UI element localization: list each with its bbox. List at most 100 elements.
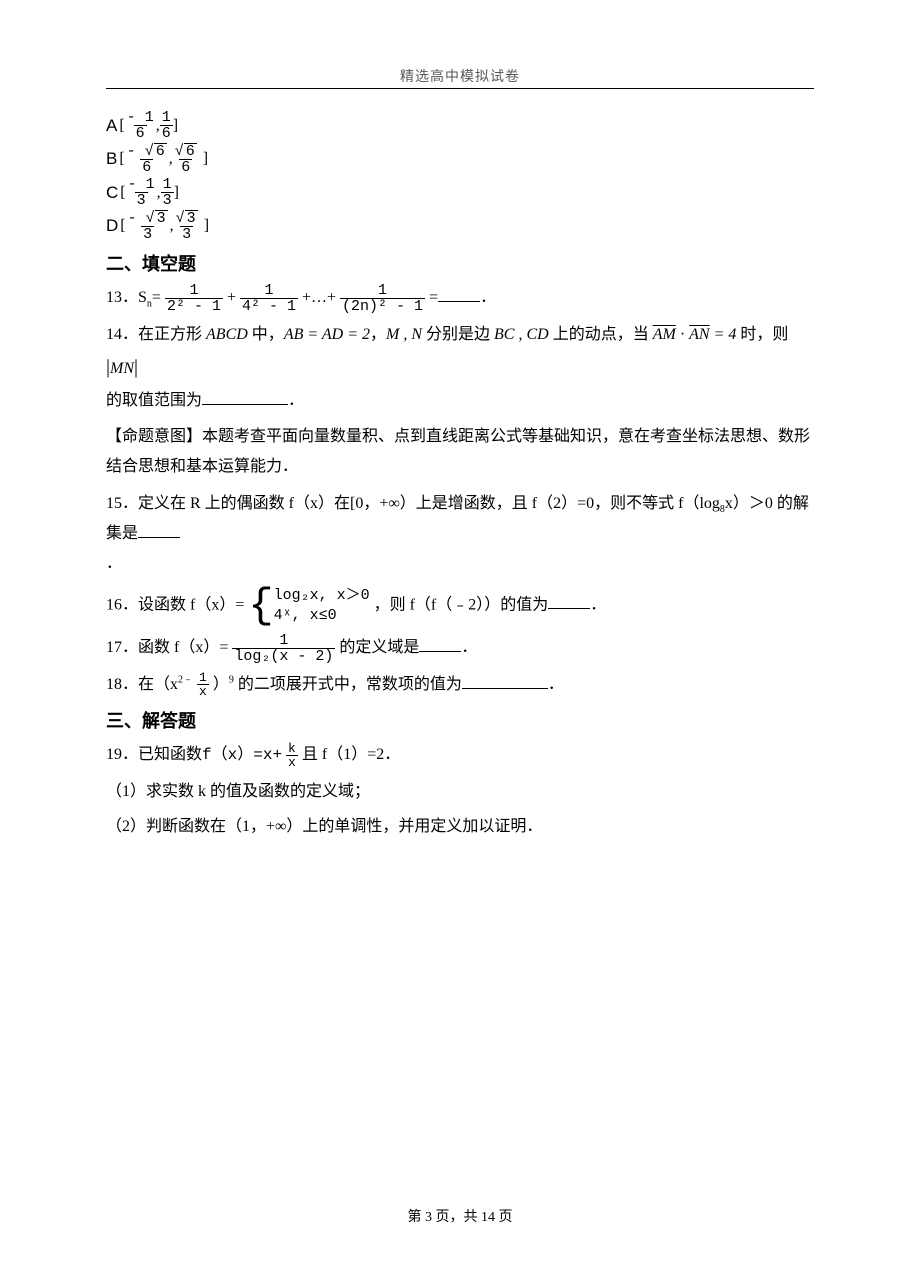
numerator: 1	[187, 283, 200, 298]
fraction-neg: - √3 3	[126, 210, 170, 242]
numerator: 1	[376, 283, 389, 298]
option-label: B	[106, 145, 117, 172]
t: 的定义域是	[339, 639, 419, 656]
fraction: 1 log₂(x - 2)	[232, 633, 335, 664]
denominator: 4² - 1	[240, 298, 298, 314]
mn: M , N	[386, 326, 422, 343]
fraction: 1 x	[197, 671, 209, 698]
t: 16．设函数 f（x）=	[106, 596, 244, 613]
sqrt: √	[176, 210, 185, 227]
option-c: C [ - 1 3 , 1 3 ]	[106, 177, 816, 208]
numerator: 1	[197, 671, 209, 684]
option-label: D	[106, 212, 118, 239]
section-2-title: 二、填空题	[106, 250, 816, 279]
cases: log₂x, x＞0 4ˣ, x≤0	[274, 586, 370, 625]
t: 的二项展开式中，常数项的值为	[234, 676, 462, 693]
dots: +…+	[302, 289, 336, 306]
fx: f（x）	[202, 746, 253, 764]
answer-blank	[138, 523, 180, 538]
fraction-pos: 1 6	[160, 110, 173, 141]
bccd: BC , CD	[494, 326, 549, 343]
t: 时，则	[736, 326, 788, 343]
denominator: 3	[135, 192, 148, 208]
brace-icon: {	[248, 585, 273, 627]
denominator: x	[286, 755, 298, 769]
numerator: 3	[155, 210, 168, 226]
vec-am: AM	[653, 326, 676, 343]
denominator: 6	[134, 125, 147, 141]
denominator: 6	[179, 159, 192, 175]
bracket-close: ]	[173, 113, 178, 139]
period: ．	[106, 555, 122, 572]
eq2: =	[429, 289, 438, 306]
answer-blank	[419, 636, 461, 651]
t: 17．函数 f（x）=	[106, 639, 228, 656]
question-14-note: 【命题意图】本题考查平面向量数量积、点到直线距离公式等基础知识，意在考查坐标法思…	[106, 422, 816, 483]
numerator: 3	[185, 210, 198, 226]
t: ，	[370, 326, 386, 343]
period: ．	[288, 392, 304, 409]
footer-b: 页，共	[432, 1210, 481, 1225]
numerator: k	[286, 742, 298, 755]
mn2: MN	[110, 360, 134, 377]
running-header: 精选高中模拟试卷	[0, 66, 920, 86]
question-19-part1: （1）求实数 k 的值及函数的定义域；	[106, 777, 816, 807]
question-19: 19．已知函数f（x）=x+ k x 且 f（1）=2．	[106, 740, 816, 771]
neg-sign: -	[128, 210, 146, 227]
t: 的取值范围为	[106, 392, 202, 409]
fraction-neg: - √6 6	[125, 143, 169, 175]
fraction-pos: √3 3	[174, 210, 200, 242]
term2: 14² - 1	[240, 283, 298, 314]
t: 分别是边	[422, 326, 494, 343]
denominator: 3	[180, 226, 193, 242]
numerator: 6	[154, 143, 167, 159]
answer-blank	[202, 390, 288, 405]
vec-an: AN	[689, 326, 709, 343]
t: ，则 f（f（﹣2））的值为	[374, 596, 549, 613]
t: 19．已知函数	[106, 746, 202, 763]
answer-blank	[462, 673, 548, 688]
numerator: 1	[161, 177, 174, 192]
denominator: 6	[140, 159, 153, 175]
fraction-pos: 1 3	[161, 177, 174, 208]
t: 14．在正方形	[106, 326, 206, 343]
question-14: 14．在正方形 ABCD 中，AB = AD = 2，M , N 分别是边 BC…	[106, 320, 816, 416]
question-16: 16．设函数 f（x）= { log₂x, x＞0 4ˣ, x≤0 ，则 f（f…	[106, 585, 816, 627]
t: 上的动点，当	[549, 326, 653, 343]
sqrt: √	[175, 143, 184, 160]
eq: =	[152, 289, 161, 306]
t: 18．在（x	[106, 676, 178, 693]
numerator: 6	[184, 143, 197, 159]
period: ．	[480, 289, 496, 306]
term1: 12² - 1	[165, 283, 223, 314]
period: ．	[548, 676, 564, 693]
abcd: ABCD	[206, 326, 248, 343]
numerator: 1	[145, 109, 154, 126]
t: =x+	[253, 746, 282, 764]
question-17: 17．函数 f（x）= 1 log₂(x - 2) 的定义域是．	[106, 633, 816, 664]
denominator: log₂(x - 2)	[232, 648, 335, 664]
option-a: A [ - 1 6 , 1 6 ]	[106, 110, 816, 141]
fraction-pos: √6 6	[173, 143, 199, 175]
denominator: 3	[161, 192, 174, 208]
sup2m: 2﹣	[178, 674, 193, 685]
piecewise: { log₂x, x＞0 4ˣ, x≤0	[248, 585, 369, 627]
bracket-close: ]	[200, 213, 209, 239]
bracket-close: ]	[174, 180, 179, 206]
neg-sign: -	[127, 143, 145, 160]
header-rule	[106, 88, 814, 89]
case2: 4ˣ, x≤0	[274, 606, 370, 626]
fraction-neg: - 1 6	[125, 110, 156, 141]
answer-blank	[548, 594, 590, 609]
section-3-title: 三、解答题	[106, 707, 816, 736]
question-13: 13．Sn= 12² - 1 + 14² - 1 +…+ 1(2n)² - 1 …	[106, 283, 816, 314]
numerator: 1	[146, 176, 155, 193]
page: 精选高中模拟试卷 A [ - 1 6 , 1 6 ] B [ - √6 6	[0, 0, 920, 1273]
fraction-neg: - 1 3	[126, 177, 157, 208]
denominator: x	[197, 684, 209, 698]
abs-r: |	[134, 356, 138, 378]
question-19-part2: （2）判断函数在（1，+∞）上的单调性，并用定义加以证明．	[106, 812, 816, 842]
t: 15．定义在 R 上的偶函数 f（x）在[0，+∞）上是增函数，且 f（2）=0…	[106, 495, 720, 512]
case1: log₂x, x＞0	[274, 586, 370, 606]
denominator: 2² - 1	[165, 298, 223, 314]
